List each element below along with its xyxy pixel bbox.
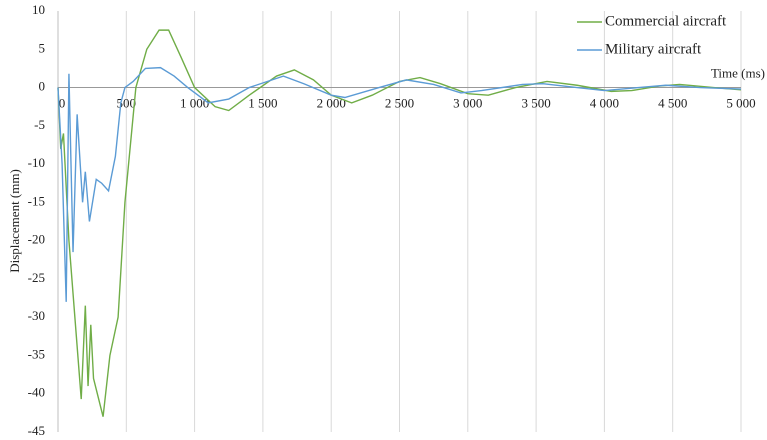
y-axis-label: Displacement (mm): [7, 169, 22, 273]
x-tick-label: 1 000: [180, 96, 209, 111]
x-tick-label: 3 500: [521, 96, 550, 111]
x-tick-label: 3 000: [453, 96, 482, 111]
y-tick-label: -25: [28, 270, 45, 285]
legend-label: Commercial aircraft: [605, 13, 727, 29]
y-tick-label: -10: [28, 155, 45, 170]
y-tick-label: 0: [39, 79, 46, 94]
series-line: [57, 66, 742, 302]
x-tick-label: 0: [59, 96, 66, 111]
x-tick-label: 5 000: [726, 96, 755, 111]
y-tick-label: -45: [28, 423, 45, 438]
x-axis-label: Time (ms): [711, 66, 765, 81]
x-tick-label: 500: [117, 96, 137, 111]
series-line: [57, 29, 742, 417]
x-tick-label: 2 500: [385, 96, 414, 111]
x-tick-label: 2 000: [317, 96, 346, 111]
y-tick-label: -40: [28, 385, 45, 400]
y-tick-label: 5: [39, 40, 46, 55]
x-tick-label: 1 500: [248, 96, 277, 111]
y-tick-label: -20: [28, 232, 45, 247]
y-tick-label: -30: [28, 308, 45, 323]
x-tick-label: 4 000: [590, 96, 619, 111]
x-tick-label: 4 500: [658, 96, 687, 111]
legend-label: Military aircraft: [605, 41, 702, 57]
y-tick-label: -5: [34, 117, 45, 132]
y-tick-label: -15: [28, 193, 45, 208]
y-tick-label: 10: [32, 2, 45, 17]
y-tick-label: -35: [28, 346, 45, 361]
